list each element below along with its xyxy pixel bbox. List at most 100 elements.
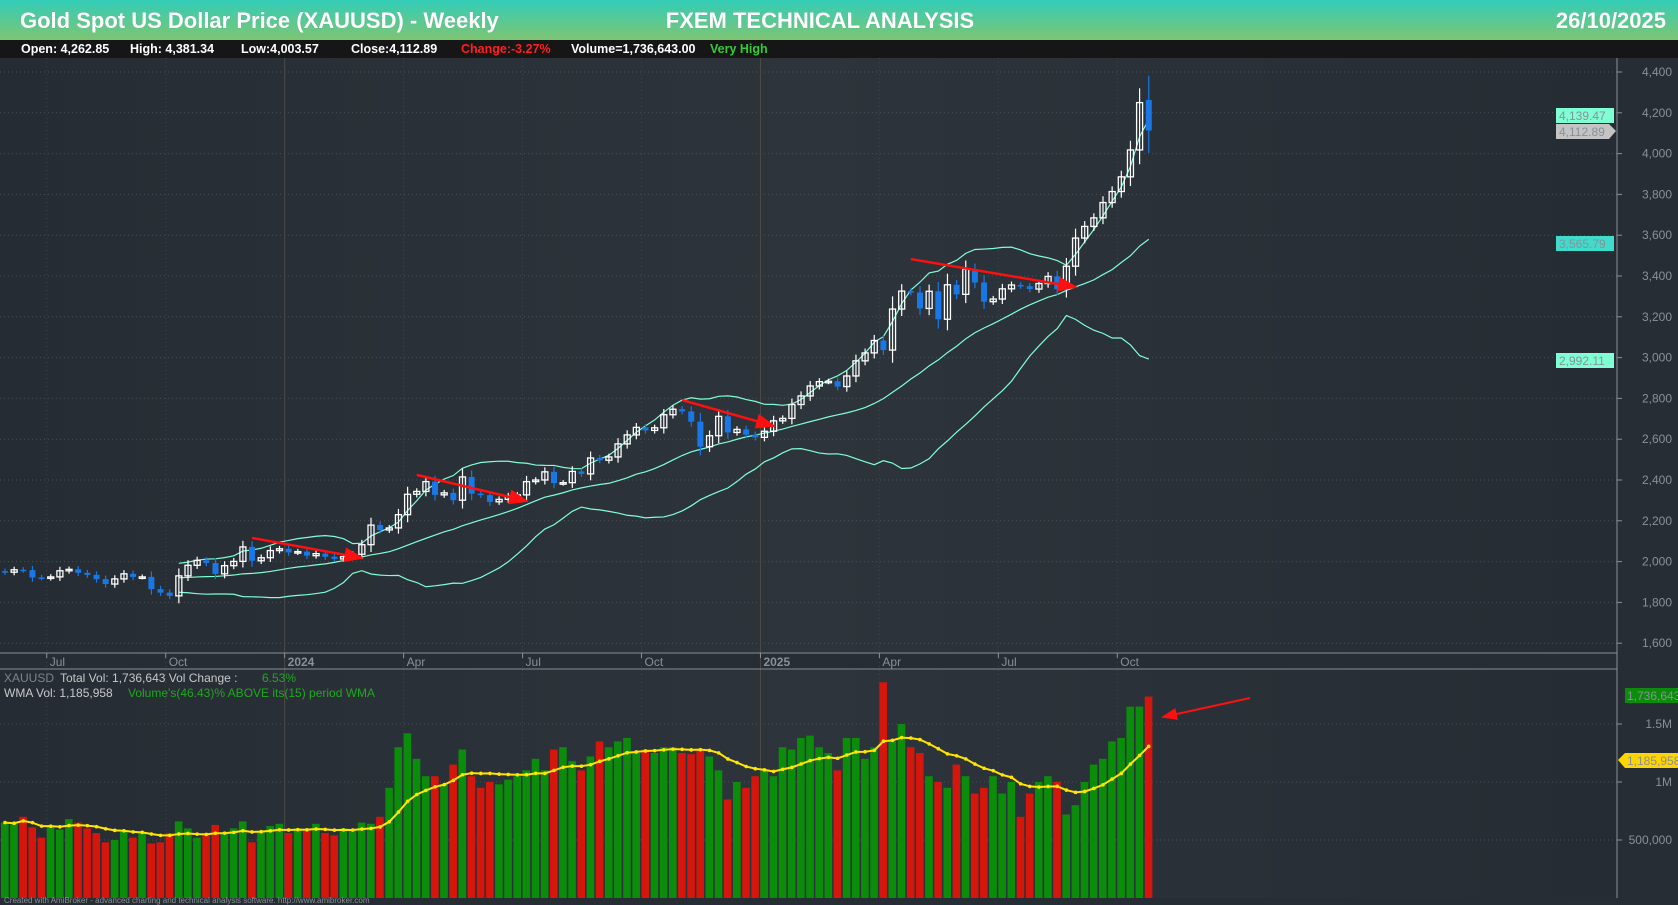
candle-bearish bbox=[1026, 286, 1033, 290]
volume-wma-point bbox=[1146, 744, 1151, 749]
volume-bar bbox=[449, 764, 457, 898]
volume-wma-point bbox=[1028, 784, 1032, 789]
candle-bearish bbox=[102, 579, 109, 585]
candle-bearish bbox=[935, 291, 942, 320]
volume-bar bbox=[861, 758, 869, 898]
candle-bullish bbox=[1007, 284, 1016, 290]
volume-bar bbox=[147, 843, 155, 898]
volume-wma-point bbox=[241, 828, 245, 833]
volume-wma-point bbox=[387, 819, 392, 824]
volume-bar bbox=[1144, 696, 1153, 898]
candle-bullish bbox=[230, 560, 238, 567]
volume-bar bbox=[275, 823, 284, 898]
volume-bar bbox=[815, 747, 823, 898]
title-bar: Gold Spot US Dollar Price (XAUUSD) - Wee… bbox=[0, 0, 1678, 40]
volume-bar bbox=[998, 793, 1006, 898]
candle-bullish bbox=[788, 403, 796, 420]
volume-wma-point bbox=[1110, 777, 1114, 781]
candle-bullish bbox=[1117, 176, 1125, 193]
volume-wma-point bbox=[707, 748, 712, 753]
volume-bar bbox=[595, 741, 604, 898]
volume-bar bbox=[193, 837, 201, 898]
date-tick-label: Oct bbox=[169, 655, 188, 669]
volume-wma-point bbox=[85, 823, 90, 828]
candle-bullish bbox=[394, 514, 403, 529]
volume-wma-point bbox=[103, 826, 108, 831]
volume-wma-point bbox=[341, 828, 346, 832]
candle-bullish bbox=[623, 434, 631, 445]
volume-bar bbox=[1025, 793, 1034, 898]
volume-bar bbox=[10, 823, 18, 898]
price-tick-label: 4,400 bbox=[1642, 65, 1672, 79]
date-tick-label: 2025 bbox=[763, 655, 790, 669]
volume-bar bbox=[248, 842, 256, 898]
candle-bullish bbox=[220, 565, 229, 575]
date-tick-label: Apr bbox=[882, 655, 901, 669]
volume-bar bbox=[257, 830, 265, 898]
volume-change: 6.53% bbox=[262, 671, 296, 685]
volume-bar bbox=[101, 842, 110, 898]
volume-bar bbox=[184, 828, 192, 898]
volume-bar bbox=[156, 842, 165, 898]
low-value: Low:4,003.57 bbox=[241, 42, 319, 56]
volume-bar bbox=[421, 776, 430, 898]
volume-wma-point bbox=[396, 810, 401, 814]
volume-wma-point bbox=[588, 762, 593, 767]
lower-bollinger-band bbox=[178, 314, 1149, 599]
volume-tick-label: 1M bbox=[1655, 775, 1672, 789]
volume-bar bbox=[302, 830, 311, 898]
volume-bar bbox=[1117, 737, 1125, 898]
volume-bar bbox=[458, 749, 467, 898]
candle-bearish bbox=[551, 471, 557, 484]
volume-bar bbox=[28, 827, 37, 898]
candle-bullish bbox=[559, 482, 567, 485]
volume-bar bbox=[495, 784, 503, 898]
volume-wma-point bbox=[305, 827, 309, 832]
candle-bullish bbox=[440, 492, 448, 496]
volume-bar bbox=[1016, 816, 1025, 898]
volume-wma-point bbox=[222, 831, 227, 835]
candle-bearish bbox=[578, 471, 585, 474]
volume-wma-point bbox=[378, 825, 382, 829]
volume-bar bbox=[623, 737, 631, 898]
candle-bullish bbox=[403, 493, 412, 516]
volume-wma-point bbox=[771, 769, 776, 774]
candle-bearish bbox=[907, 291, 914, 293]
volume-bar bbox=[513, 776, 521, 898]
volume-bar bbox=[522, 770, 531, 898]
volume-wma-point bbox=[918, 737, 922, 742]
volume-wma-point bbox=[131, 830, 135, 834]
candle-bullish bbox=[998, 288, 1006, 300]
volume-bar bbox=[376, 816, 384, 898]
volume-wma-point bbox=[652, 748, 657, 753]
wma-note: Volume's(46.43)% ABOVE its(15) period WM… bbox=[128, 686, 375, 700]
candle-bullish bbox=[367, 524, 375, 546]
volume-bar bbox=[842, 737, 851, 898]
candle-bullish bbox=[870, 339, 878, 354]
volume-bar bbox=[1034, 782, 1043, 898]
volume-wma-point bbox=[1128, 762, 1133, 766]
volume-bar bbox=[1044, 776, 1052, 898]
candle-bullish bbox=[586, 457, 595, 475]
svg-text:1,736,643: 1,736,643 bbox=[1627, 689, 1678, 703]
volume-bar bbox=[1053, 782, 1061, 898]
candle-bearish bbox=[724, 416, 731, 433]
volume-bar bbox=[897, 724, 906, 898]
publisher-title: FXEM TECHNICAL ANALYSIS bbox=[665, 8, 975, 33]
volume-bar bbox=[550, 749, 558, 898]
volume-wma-point bbox=[122, 828, 126, 833]
candle-bearish bbox=[743, 429, 750, 435]
candle-bearish bbox=[38, 577, 45, 580]
trend-arrow-annotation bbox=[416, 473, 529, 505]
volume-bar bbox=[824, 753, 833, 898]
date-tick-label: Oct bbox=[645, 655, 664, 669]
volume-wma-point bbox=[735, 760, 739, 765]
candle-bearish bbox=[477, 493, 484, 496]
volume-wma-point bbox=[835, 756, 840, 761]
volume-wma-point bbox=[515, 772, 520, 777]
volume-bar bbox=[238, 821, 247, 898]
candle-bearish bbox=[697, 421, 704, 447]
volume-bar bbox=[119, 831, 128, 898]
svg-text:3,565.79: 3,565.79 bbox=[1559, 237, 1606, 251]
